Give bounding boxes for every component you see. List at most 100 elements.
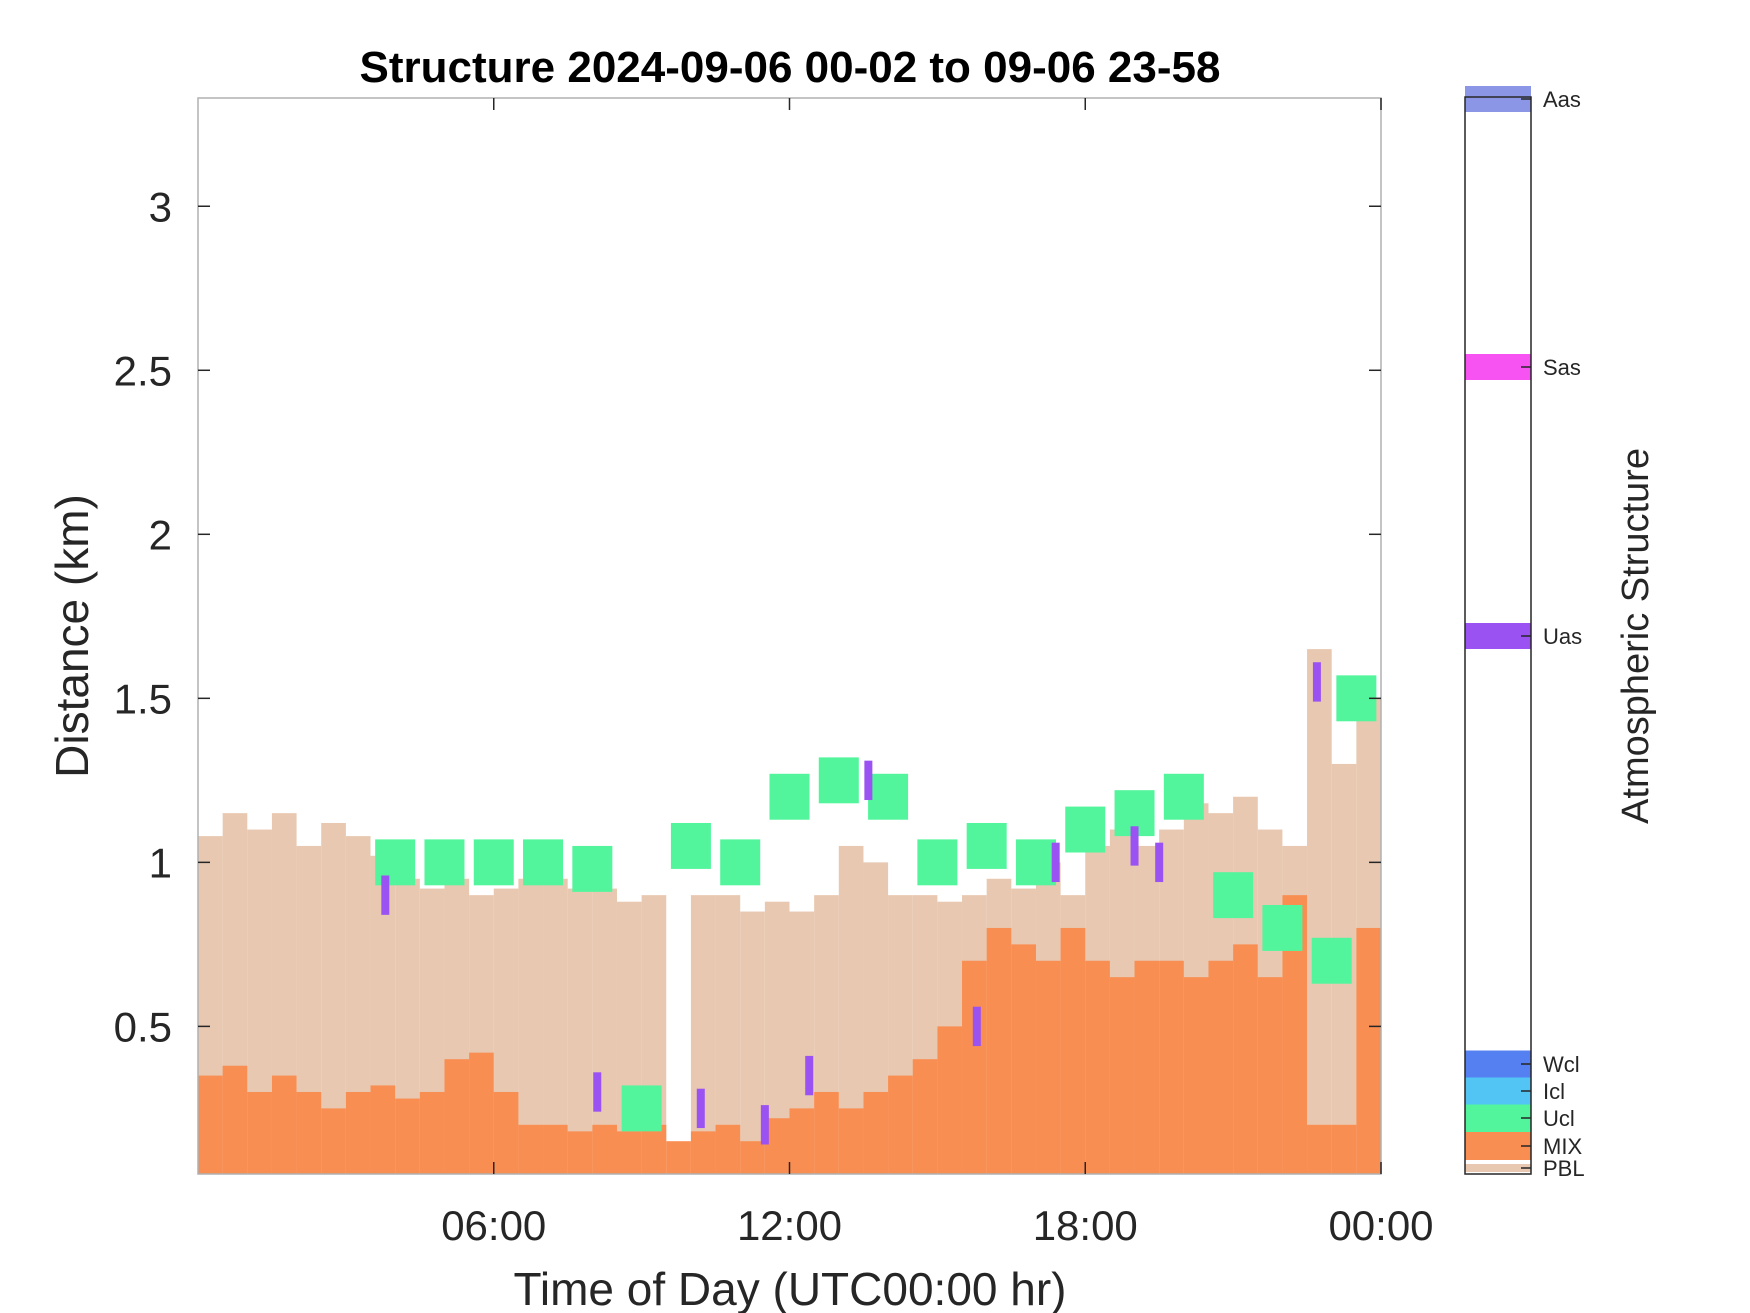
ucl-segment bbox=[424, 839, 465, 886]
mix-column bbox=[419, 1091, 445, 1174]
y-tick-label: 2.5 bbox=[114, 347, 172, 394]
ucl-segment bbox=[1311, 937, 1352, 984]
mix-column bbox=[740, 1141, 765, 1174]
mix-column bbox=[1035, 960, 1061, 1174]
uas-segment bbox=[696, 1088, 705, 1129]
mix-column bbox=[592, 1124, 617, 1174]
uas-segment bbox=[972, 1006, 981, 1047]
uas-segment bbox=[1130, 826, 1139, 866]
ucl-segment bbox=[1163, 773, 1204, 820]
mix-column bbox=[838, 1108, 864, 1174]
uas-segment bbox=[864, 760, 873, 801]
mix-column bbox=[1331, 1124, 1357, 1174]
y-tick-label: 0.5 bbox=[114, 1003, 172, 1050]
mix-column bbox=[764, 1118, 790, 1174]
pbl-column bbox=[567, 888, 593, 1174]
y-axis-label: Distance (km) bbox=[46, 494, 98, 778]
mix-column bbox=[543, 1124, 568, 1174]
colorbar-label: Atmospheric Structure bbox=[1615, 448, 1657, 824]
mix-column bbox=[1356, 927, 1381, 1174]
x-tick-label: 12:00 bbox=[737, 1202, 842, 1249]
wcl-swatch bbox=[1465, 1050, 1531, 1078]
icl-swatch bbox=[1465, 1077, 1531, 1105]
mix-column bbox=[789, 1108, 815, 1174]
mix-column bbox=[1060, 927, 1086, 1174]
mix-column bbox=[247, 1091, 272, 1174]
ucl-segment bbox=[1262, 905, 1303, 951]
ucl-segment bbox=[868, 773, 909, 820]
mix-column bbox=[1011, 944, 1036, 1174]
mix-column bbox=[715, 1124, 741, 1174]
uas-segment bbox=[593, 1072, 602, 1112]
ucl-segment bbox=[375, 839, 416, 886]
mix-column bbox=[814, 1091, 839, 1174]
mix-column bbox=[370, 1085, 396, 1174]
mix-colorbar-label: MIX bbox=[1543, 1134, 1582, 1159]
ucl-segment bbox=[1213, 872, 1254, 919]
pbl-colorbar-label: PBL bbox=[1543, 1156, 1585, 1181]
mix-column bbox=[616, 1131, 642, 1174]
colorbar-swatches bbox=[1465, 86, 1531, 1172]
icl-colorbar-label: Icl bbox=[1543, 1079, 1565, 1104]
mix-column bbox=[1134, 960, 1160, 1174]
ucl-segment bbox=[966, 822, 1007, 869]
uas-segment bbox=[805, 1055, 814, 1096]
y-axis: 0.5 1 1.5 2 2.5 3 bbox=[114, 183, 1381, 1050]
pbl-column bbox=[1307, 649, 1332, 1174]
ucl-segment bbox=[720, 839, 761, 886]
ucl-segment bbox=[917, 839, 958, 886]
mix-column bbox=[469, 1052, 494, 1174]
mix-column bbox=[1085, 960, 1110, 1174]
mix-column bbox=[321, 1108, 346, 1174]
mix-column bbox=[444, 1059, 470, 1174]
ucl-segment bbox=[670, 822, 711, 869]
aas-colorbar-label: Aas bbox=[1543, 87, 1581, 112]
ucl-segment bbox=[621, 1085, 662, 1132]
mix-column bbox=[493, 1091, 519, 1174]
mix-column bbox=[518, 1124, 544, 1174]
mix-column bbox=[1257, 977, 1283, 1174]
mix-column bbox=[986, 927, 1012, 1174]
ucl-segment bbox=[572, 845, 613, 892]
mix-column bbox=[666, 1141, 691, 1174]
mix-column bbox=[1183, 977, 1209, 1174]
mix-column bbox=[1307, 1124, 1332, 1174]
y-tick-label: 2 bbox=[149, 511, 172, 558]
mix-column bbox=[345, 1091, 371, 1174]
uas-segment bbox=[381, 875, 390, 915]
ucl-segment bbox=[473, 839, 514, 886]
pbl-column bbox=[740, 911, 765, 1174]
sas-swatch bbox=[1465, 354, 1531, 380]
mix-column bbox=[937, 1026, 963, 1174]
uas-segment bbox=[1155, 842, 1164, 883]
x-tick-label: 18:00 bbox=[1033, 1202, 1138, 1249]
mix-column bbox=[271, 1075, 297, 1174]
chart-title: Structure 2024-09-06 00-02 to 09-06 23-5… bbox=[360, 43, 1221, 92]
mix-column bbox=[863, 1091, 889, 1174]
mix-swatch bbox=[1465, 1132, 1531, 1160]
uas-colorbar-label: Uas bbox=[1543, 624, 1582, 649]
mix-column bbox=[1233, 944, 1258, 1174]
ucl-segment bbox=[1065, 806, 1106, 853]
mix-column bbox=[1159, 960, 1184, 1174]
ucl-segment bbox=[1015, 839, 1056, 886]
x-tick-label: 06:00 bbox=[441, 1202, 546, 1249]
mix-column bbox=[690, 1131, 716, 1174]
ucl-segment bbox=[818, 757, 859, 804]
x-axis: 06:00 12:00 18:00 00:00 bbox=[441, 98, 1434, 1249]
mix-column bbox=[641, 1124, 667, 1174]
plot-area: 06:00 12:00 18:00 00:00 0.5 1 1.5 2 2.5 3 bbox=[114, 97, 1434, 1249]
y-tick-label: 1 bbox=[149, 839, 172, 886]
ucl-colorbar-label: Ucl bbox=[1543, 1106, 1575, 1131]
wcl-colorbar-label: Wcl bbox=[1543, 1052, 1580, 1077]
sas-colorbar-label: Sas bbox=[1543, 355, 1581, 380]
ucl-swatch bbox=[1465, 1104, 1531, 1132]
mix-column bbox=[888, 1075, 913, 1174]
y-tick-label: 3 bbox=[149, 183, 172, 230]
pbl-swatch bbox=[1465, 1164, 1531, 1172]
x-tick-label: 00:00 bbox=[1328, 1202, 1433, 1249]
mix-column bbox=[395, 1098, 420, 1174]
